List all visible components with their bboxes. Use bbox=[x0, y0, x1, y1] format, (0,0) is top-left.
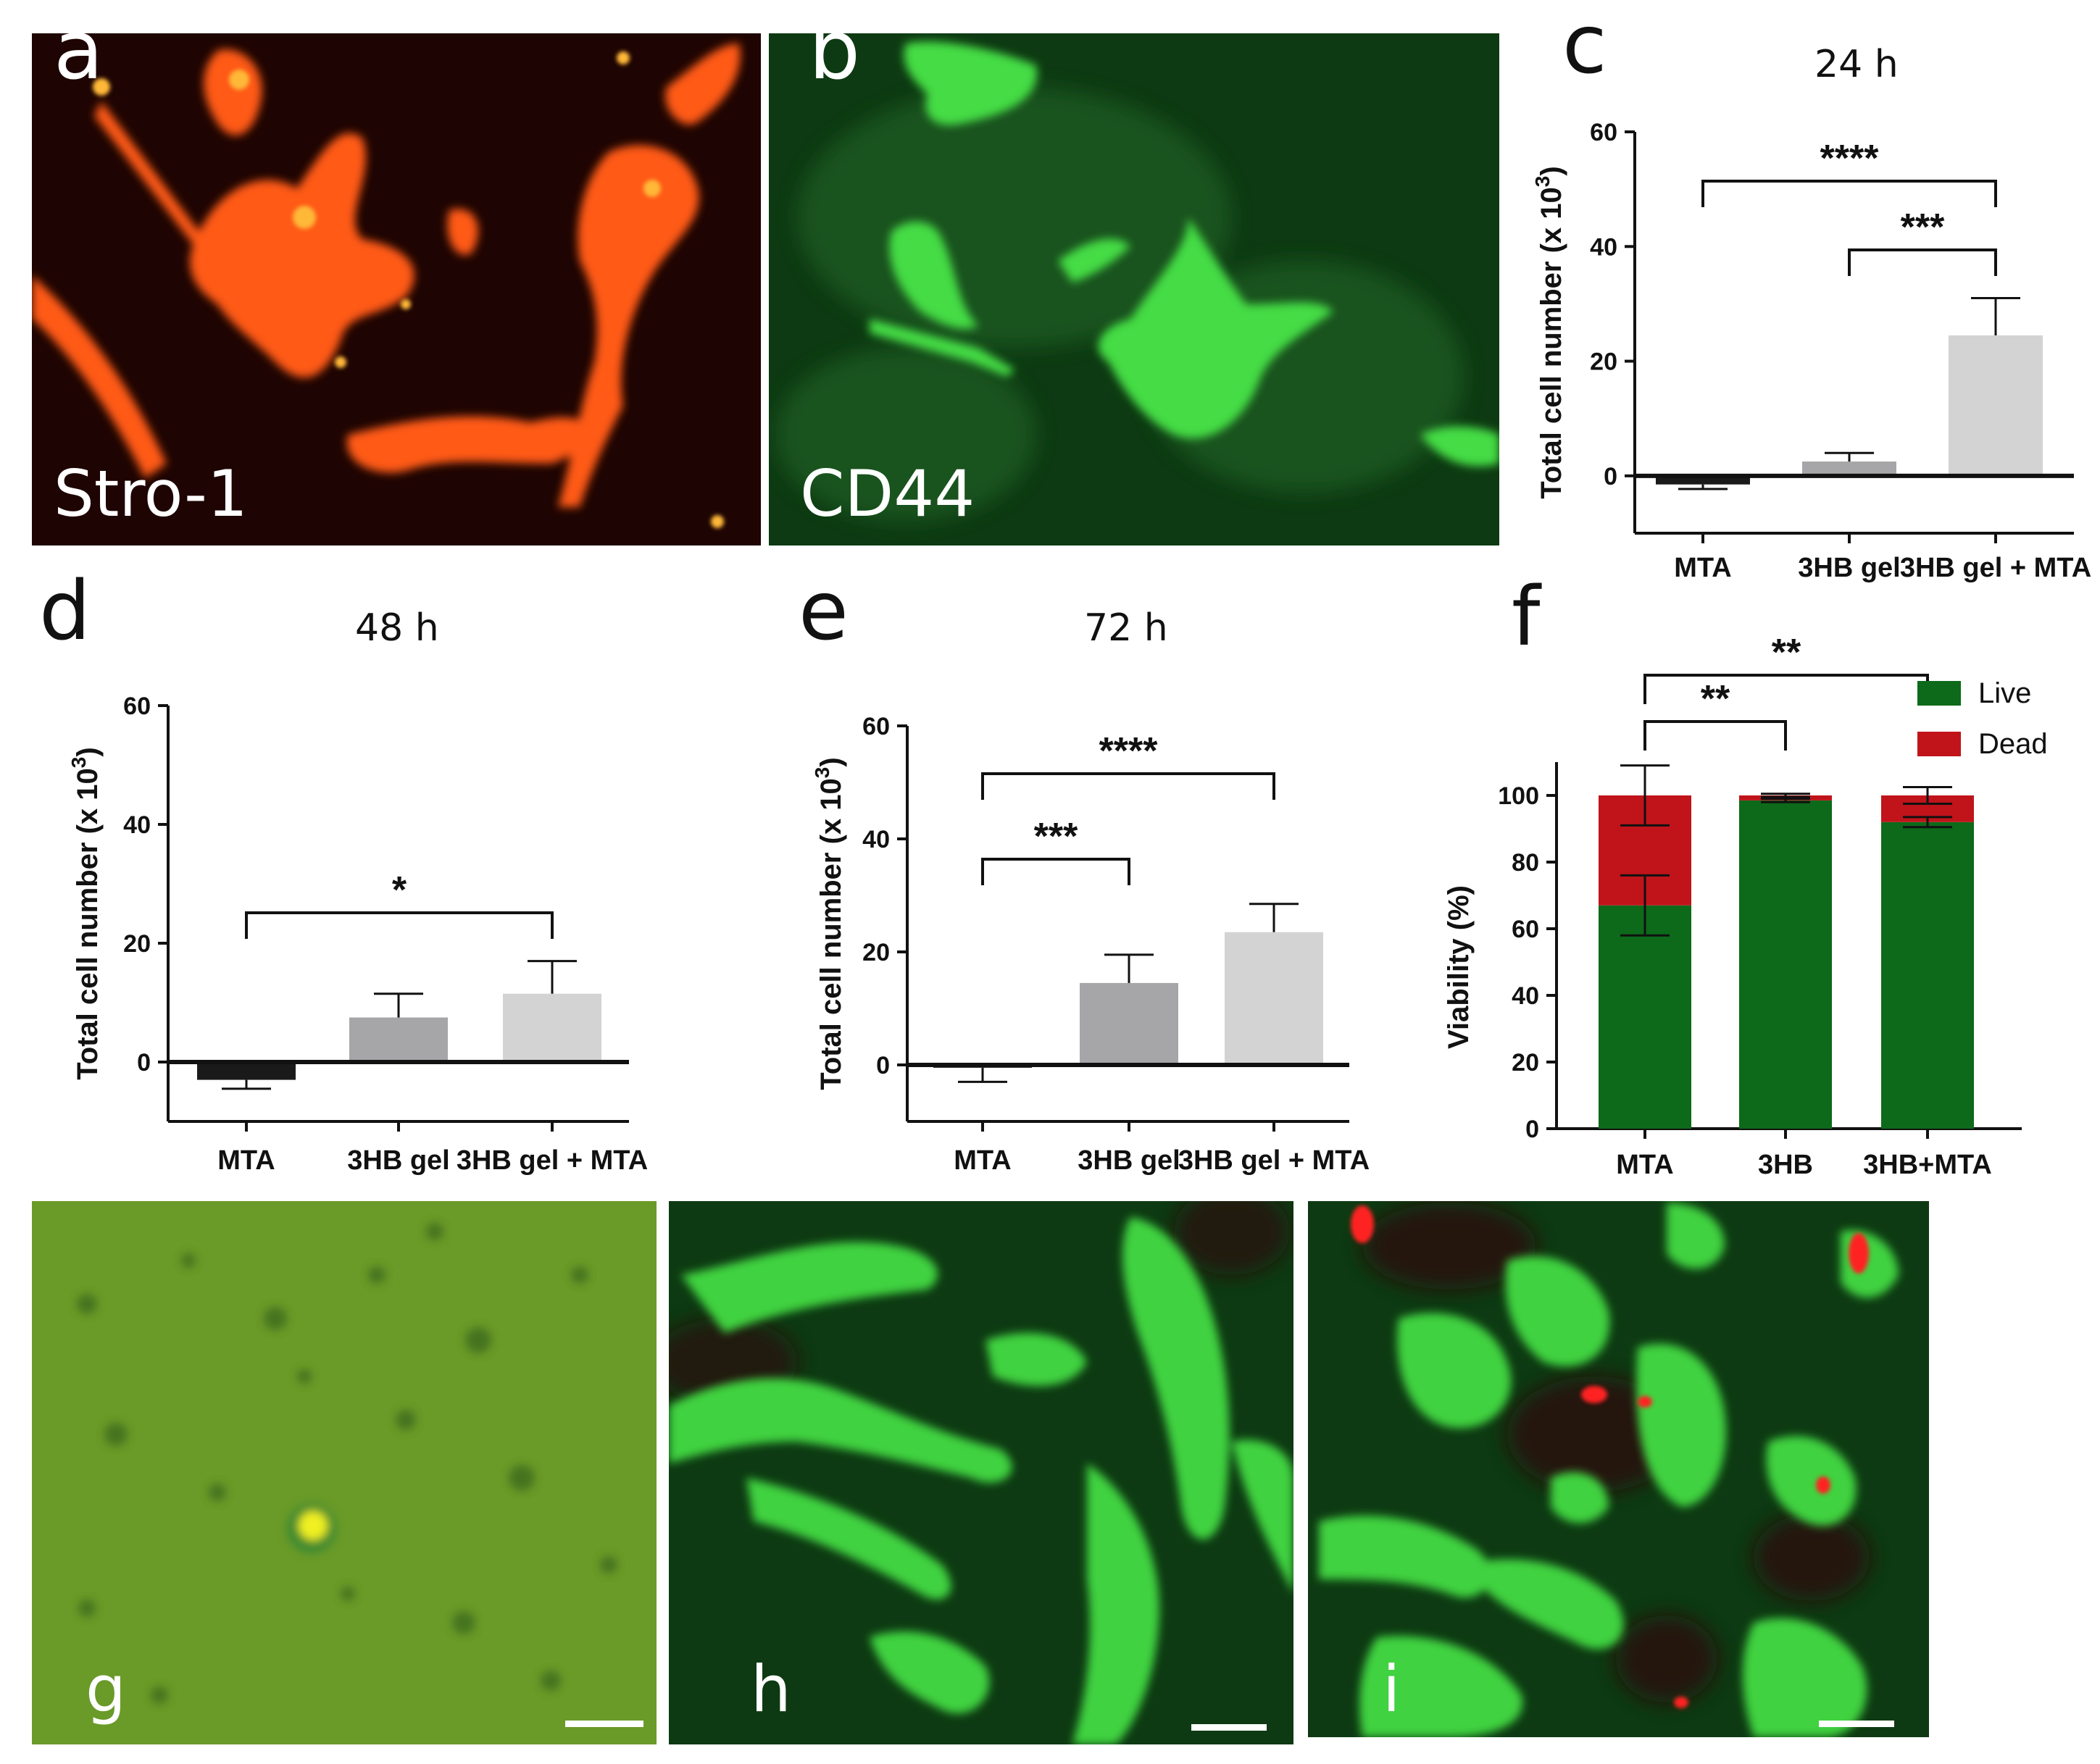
y-tick-label: 20 bbox=[1512, 1049, 1539, 1077]
y-tick-label: 60 bbox=[1512, 916, 1539, 943]
significance-label: ** bbox=[1772, 632, 1801, 674]
y-axis-label: Total cell number (x 103) bbox=[811, 757, 847, 1090]
micrograph-h: h bbox=[669, 1201, 1293, 1744]
y-tick-label: 0 bbox=[1525, 1116, 1539, 1143]
significance-bracket bbox=[1643, 674, 1929, 704]
micrograph-stro1: a Stro-1 bbox=[32, 4, 761, 545]
chart-c-24h: 0 20 40 60 MTA 3HB gel 3HB gel + MTA Total cell… bbox=[1531, 119, 2091, 583]
chart-e-title: 72 h bbox=[1084, 606, 1168, 650]
significance-bracket bbox=[1643, 720, 1787, 751]
y-tick-label: 60 bbox=[862, 713, 890, 740]
legend-swatch-live bbox=[1917, 681, 1961, 706]
y-tick-label: 40 bbox=[862, 826, 890, 853]
panel-label-g: g bbox=[86, 1652, 126, 1726]
legend-label-live: Live bbox=[1978, 677, 2031, 709]
panel-label-i: i bbox=[1383, 1652, 1400, 1726]
bar-live-3hb-mta bbox=[1881, 822, 1974, 1129]
significance-label: ** bbox=[1701, 678, 1730, 720]
micrograph-i: i bbox=[1308, 1201, 1929, 1737]
category-label: MTA bbox=[954, 1145, 1012, 1176]
bar-mta bbox=[197, 1062, 296, 1080]
bar-3hb-gel-mta bbox=[1225, 932, 1323, 1065]
scale-bar-h bbox=[1191, 1724, 1267, 1731]
chart-f-viability: 0 20 40 60 80 100 MTA 3HB 3HB+MTA Viability (%) **… bbox=[1443, 632, 2048, 1180]
bar-3hb-gel bbox=[1080, 982, 1178, 1065]
bar-live-mta bbox=[1599, 905, 1691, 1129]
bar-live-3hb bbox=[1739, 800, 1832, 1129]
stain-label-stro1: Stro-1 bbox=[54, 456, 248, 531]
legend-swatch-dead bbox=[1917, 732, 1961, 756]
significance-bracket bbox=[1701, 180, 1997, 207]
y-tick-label: 80 bbox=[1512, 849, 1539, 877]
y-tick-label: 60 bbox=[1590, 119, 1617, 146]
y-axis-label: Viability (%) bbox=[1443, 885, 1475, 1049]
panel-label-c: c bbox=[1562, 0, 1607, 92]
category-label: MTA bbox=[217, 1145, 275, 1176]
significance-bracket bbox=[981, 858, 1130, 885]
significance-label: *** bbox=[1901, 206, 1945, 248]
panel-label-b: b bbox=[809, 4, 860, 98]
chart-c-title: 24 h bbox=[1814, 43, 1899, 86]
panel-label-f: f bbox=[1512, 570, 1542, 664]
bar-3hb-gel bbox=[349, 1017, 448, 1062]
stain-label-cd44: CD44 bbox=[800, 456, 975, 531]
bar-3hb-gel-mta bbox=[503, 993, 601, 1062]
y-axis-label: Total cell number (x 103) bbox=[67, 747, 104, 1079]
significance-label: * bbox=[392, 869, 407, 911]
micrograph-cd44: b CD44 bbox=[769, 4, 1499, 545]
y-tick-label: 20 bbox=[862, 939, 890, 966]
y-axis-label: Total cell number (x 103) bbox=[1531, 166, 1567, 498]
chart-d-48h: 0 20 40 60 MTA 3HB gel 3HB gel + MTA Total cell… bbox=[67, 693, 648, 1176]
chart-d-title: 48 h bbox=[355, 606, 439, 650]
y-tick-label: 60 bbox=[123, 693, 151, 720]
scale-bar-i bbox=[1819, 1721, 1894, 1727]
category-label: 3HB gel + MTA bbox=[457, 1145, 648, 1176]
category-label: 3HB+MTA bbox=[1863, 1150, 1992, 1180]
micrograph-g: g bbox=[32, 1201, 657, 1744]
category-label: 3HB gel bbox=[1078, 1145, 1180, 1176]
significance-label: **** bbox=[1820, 138, 1880, 180]
y-tick-label: 0 bbox=[876, 1052, 890, 1079]
y-tick-label: 20 bbox=[123, 930, 151, 958]
legend-label-dead: Dead bbox=[1978, 728, 2048, 760]
significance-bracket bbox=[1848, 248, 1997, 276]
panel-label-h: h bbox=[751, 1652, 791, 1726]
panel-label-e: e bbox=[799, 564, 849, 659]
category-label: 3HB gel + MTA bbox=[1178, 1145, 1370, 1176]
category-label: 3HB gel + MTA bbox=[1900, 553, 2091, 583]
category-label: MTA bbox=[1674, 553, 1732, 583]
y-tick-label: 40 bbox=[1590, 233, 1617, 261]
y-tick-label: 0 bbox=[137, 1049, 151, 1077]
bar-mta bbox=[1656, 475, 1750, 485]
significance-bracket bbox=[981, 772, 1275, 800]
category-label: 3HB gel bbox=[347, 1145, 449, 1176]
y-tick-label: 40 bbox=[1512, 982, 1539, 1010]
y-tick-label: 20 bbox=[1590, 348, 1617, 376]
y-tick-label: 100 bbox=[1498, 782, 1539, 810]
bar-3hb-gel-mta bbox=[1949, 335, 2043, 476]
significance-label: **** bbox=[1099, 730, 1159, 772]
category-label: MTA bbox=[1616, 1150, 1674, 1180]
panel-label-d: d bbox=[39, 564, 91, 659]
panel-label-a: a bbox=[54, 4, 104, 98]
significance-bracket bbox=[245, 911, 554, 939]
scale-bar-g bbox=[565, 1721, 643, 1727]
category-label: 3HB gel bbox=[1798, 553, 1900, 583]
bar-3hb-gel bbox=[1802, 461, 1896, 476]
significance-label: *** bbox=[1034, 816, 1078, 858]
y-tick-label: 40 bbox=[123, 811, 151, 839]
y-tick-label: 0 bbox=[1604, 463, 1617, 490]
category-label: 3HB bbox=[1758, 1150, 1813, 1180]
